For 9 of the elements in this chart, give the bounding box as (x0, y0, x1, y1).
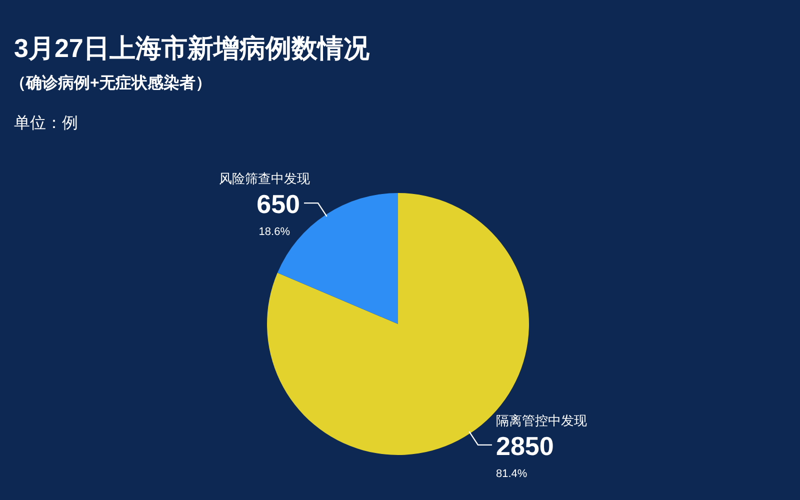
chart-title: 3月27日上海市新增病例数情况 (14, 33, 370, 63)
data-label: 81.4% (496, 468, 528, 480)
text: 650 (256, 189, 300, 220)
data-label: 18.6% (258, 226, 290, 238)
slice-label: 隔离管控中发现 (496, 412, 587, 428)
text: 单位：例 (14, 114, 78, 132)
slice-label: 风险筛查中发现 (219, 171, 310, 186)
chart-subtitle: （确诊病例+无症状感染者） (10, 74, 212, 92)
text: 2850 (496, 430, 554, 461)
